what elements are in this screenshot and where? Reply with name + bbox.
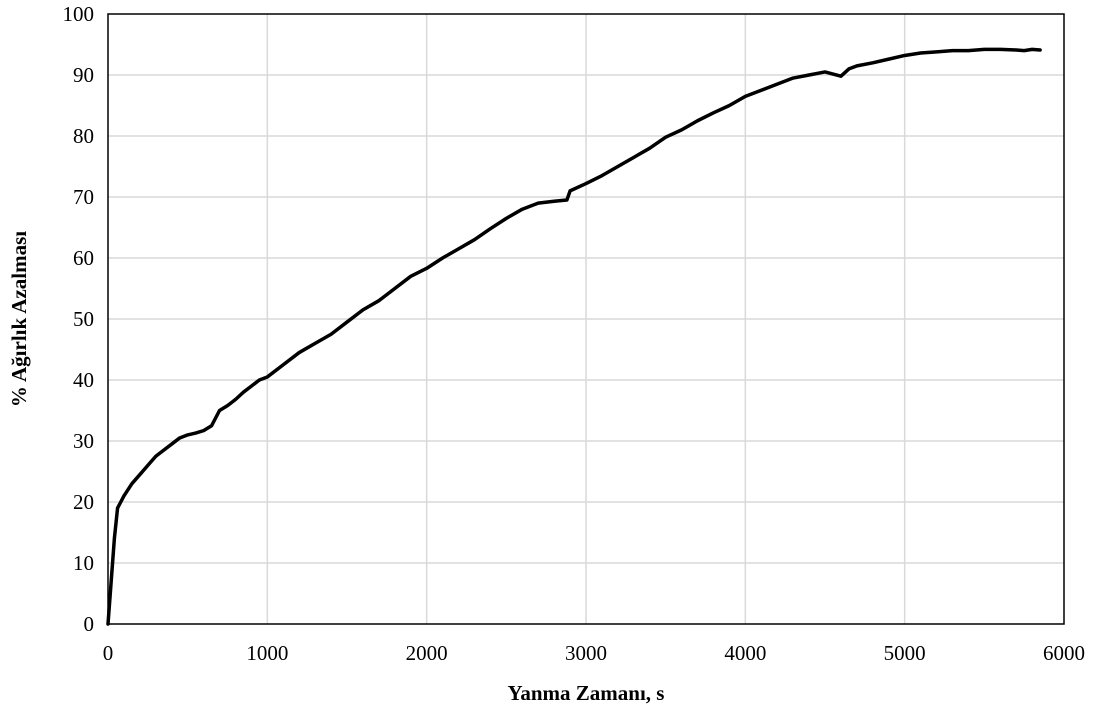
x-tick-label: 4000: [724, 641, 766, 665]
y-tick-label: 60: [73, 246, 94, 270]
y-tick-label: 90: [73, 63, 94, 87]
x-tick-label: 6000: [1043, 641, 1085, 665]
plot-frame: [107, 13, 1065, 625]
x-tick-label: 0: [103, 641, 114, 665]
series-line: [106, 47, 1042, 626]
y-tick-label: 40: [73, 368, 94, 392]
y-tick-label: 70: [73, 185, 94, 209]
y-tick-labels: 0 10 20 30 40 50 60 70 80 90 100: [63, 2, 95, 636]
y-tick-label: 100: [63, 2, 95, 26]
x-tick-label: 5000: [884, 641, 926, 665]
x-tick-label: 3000: [565, 641, 607, 665]
x-tick-label: 1000: [246, 641, 288, 665]
y-tick-label: 20: [73, 490, 94, 514]
y-tick-label: 0: [84, 612, 95, 636]
y-tick-label: 50: [73, 307, 94, 331]
grid-layer: [108, 14, 1064, 624]
y-tick-label: 10: [73, 551, 94, 575]
x-tick-label: 2000: [406, 641, 448, 665]
y-axis-title: % Ağırlık Azalması: [7, 231, 31, 407]
y-tick-label: 80: [73, 124, 94, 148]
y-tick-label: 30: [73, 429, 94, 453]
x-tick-labels: 0 1000 2000 3000 4000 5000 6000: [103, 641, 1085, 665]
x-axis-title: Yanma Zamanı, s: [508, 681, 665, 705]
